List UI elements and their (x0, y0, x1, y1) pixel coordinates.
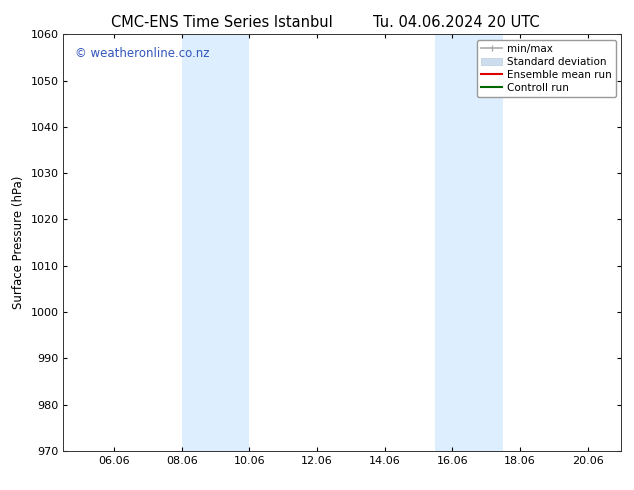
Text: Tu. 04.06.2024 20 UTC: Tu. 04.06.2024 20 UTC (373, 15, 540, 30)
Y-axis label: Surface Pressure (hPa): Surface Pressure (hPa) (12, 176, 25, 309)
Bar (182, 34, 249, 451)
Text: CMC-ENS Time Series Istanbul: CMC-ENS Time Series Istanbul (111, 15, 333, 30)
Legend: min/max, Standard deviation, Ensemble mean run, Controll run: min/max, Standard deviation, Ensemble me… (477, 40, 616, 97)
Bar (436, 34, 503, 451)
Text: © weatheronline.co.nz: © weatheronline.co.nz (75, 47, 209, 60)
